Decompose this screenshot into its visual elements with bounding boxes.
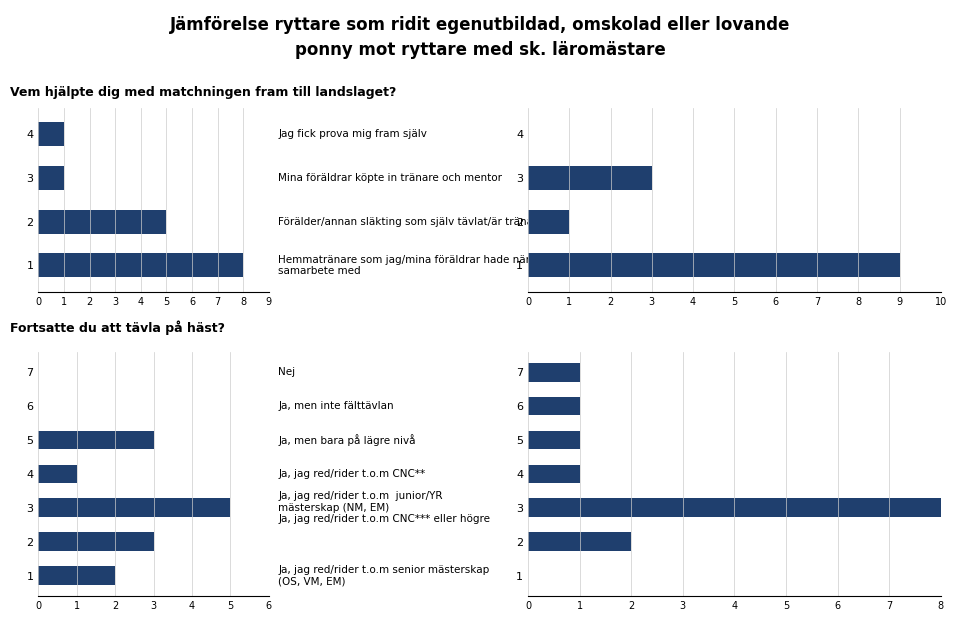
Bar (528, 397, 580, 415)
Text: Ja, men bara på lägre nivå: Ja, men bara på lägre nivå (278, 434, 416, 446)
Text: Jag fick prova mig fram själv: Jag fick prova mig fram själv (278, 129, 427, 139)
Text: Nej: Nej (278, 367, 296, 377)
Bar (528, 210, 569, 234)
Bar (528, 430, 580, 450)
Bar (38, 533, 154, 551)
Bar (528, 363, 580, 382)
Bar (528, 533, 632, 551)
Bar (38, 465, 77, 483)
Text: Ja, jag red/rider t.o.m  junior/YR
mästerskap (NM, EM)
Ja, jag red/rider t.o.m C: Ja, jag red/rider t.o.m junior/YR mäster… (278, 491, 491, 524)
Bar (38, 498, 230, 517)
Text: ponny mot ryttare med sk. läromästare: ponny mot ryttare med sk. läromästare (295, 41, 665, 59)
Bar (38, 566, 115, 585)
Text: Hemmatränare som jag/mina föräldrar hade nära
samarbete med: Hemmatränare som jag/mina föräldrar hade… (278, 255, 537, 276)
Bar (38, 430, 154, 450)
Bar (528, 254, 900, 278)
Text: Ja, jag red/rider t.o.m CNC**: Ja, jag red/rider t.o.m CNC** (278, 469, 425, 479)
Text: Jämförelse ryttare som ridit egenutbildad, omskolad eller lovande: Jämförelse ryttare som ridit egenutbilda… (170, 16, 790, 34)
Bar (528, 498, 941, 517)
Text: Fortsatte du att tävla på häst?: Fortsatte du att tävla på häst? (10, 320, 225, 335)
Text: Förälder/annan släkting som själv tävlat/är tränare: Förälder/annan släkting som själv tävlat… (278, 217, 544, 226)
Bar (38, 122, 64, 146)
Bar (38, 210, 166, 234)
Bar (38, 165, 64, 190)
Text: Mina föräldrar köpte in tränare och mentor: Mina föräldrar köpte in tränare och ment… (278, 173, 502, 183)
Text: Ja, jag red/rider t.o.m senior mästerskap
(OS, VM, EM): Ja, jag red/rider t.o.m senior mästerska… (278, 565, 490, 586)
Text: Vem hjälpte dig med matchningen fram till landslaget?: Vem hjälpte dig med matchningen fram til… (10, 86, 396, 99)
Bar (38, 254, 243, 278)
Text: Ja, men inte fälttävlan: Ja, men inte fälttävlan (278, 401, 394, 411)
Bar (528, 165, 652, 190)
Bar (528, 465, 580, 483)
